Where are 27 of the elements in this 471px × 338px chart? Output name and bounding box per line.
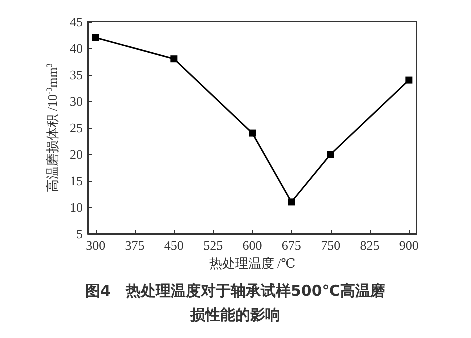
x-tick-label: 300 [86, 238, 106, 253]
x-tick-label: 675 [282, 238, 302, 253]
y-tick-label: 10 [70, 200, 83, 215]
x-tick-label: 600 [242, 238, 262, 253]
text: 图4 热处理温度对于轴承试样500℃高温磨损性能的影响 [86, 282, 386, 324]
x-axis-title: 热处理温度 /℃ [209, 256, 296, 271]
x-tick-label: 525 [204, 238, 224, 253]
y-tick-label: 20 [70, 147, 83, 162]
point [406, 76, 413, 84]
x-tick-label: 750 [321, 238, 341, 253]
y-tick-label: 45 [70, 14, 83, 30]
point [170, 56, 178, 63]
point [92, 34, 100, 42]
y-axis-title: 高温磨损体积 /10-3mm3 [45, 64, 60, 192]
y-tick-label: 30 [70, 94, 83, 109]
y-tick-label: 15 [70, 174, 83, 188]
y-tick-label: 35 [70, 68, 83, 82]
x-tick-label: 825 [360, 238, 380, 253]
y-tick-label: 40 [70, 41, 83, 56]
x-tick-label: 375 [125, 238, 145, 253]
point [288, 198, 296, 206]
y-tick-label: 5 [76, 226, 83, 242]
point [327, 151, 334, 158]
y-tick-label: 25 [70, 120, 83, 136]
x-tick-label: 900 [399, 238, 419, 253]
point [249, 130, 256, 137]
x-tick-label: 450 [164, 238, 184, 253]
